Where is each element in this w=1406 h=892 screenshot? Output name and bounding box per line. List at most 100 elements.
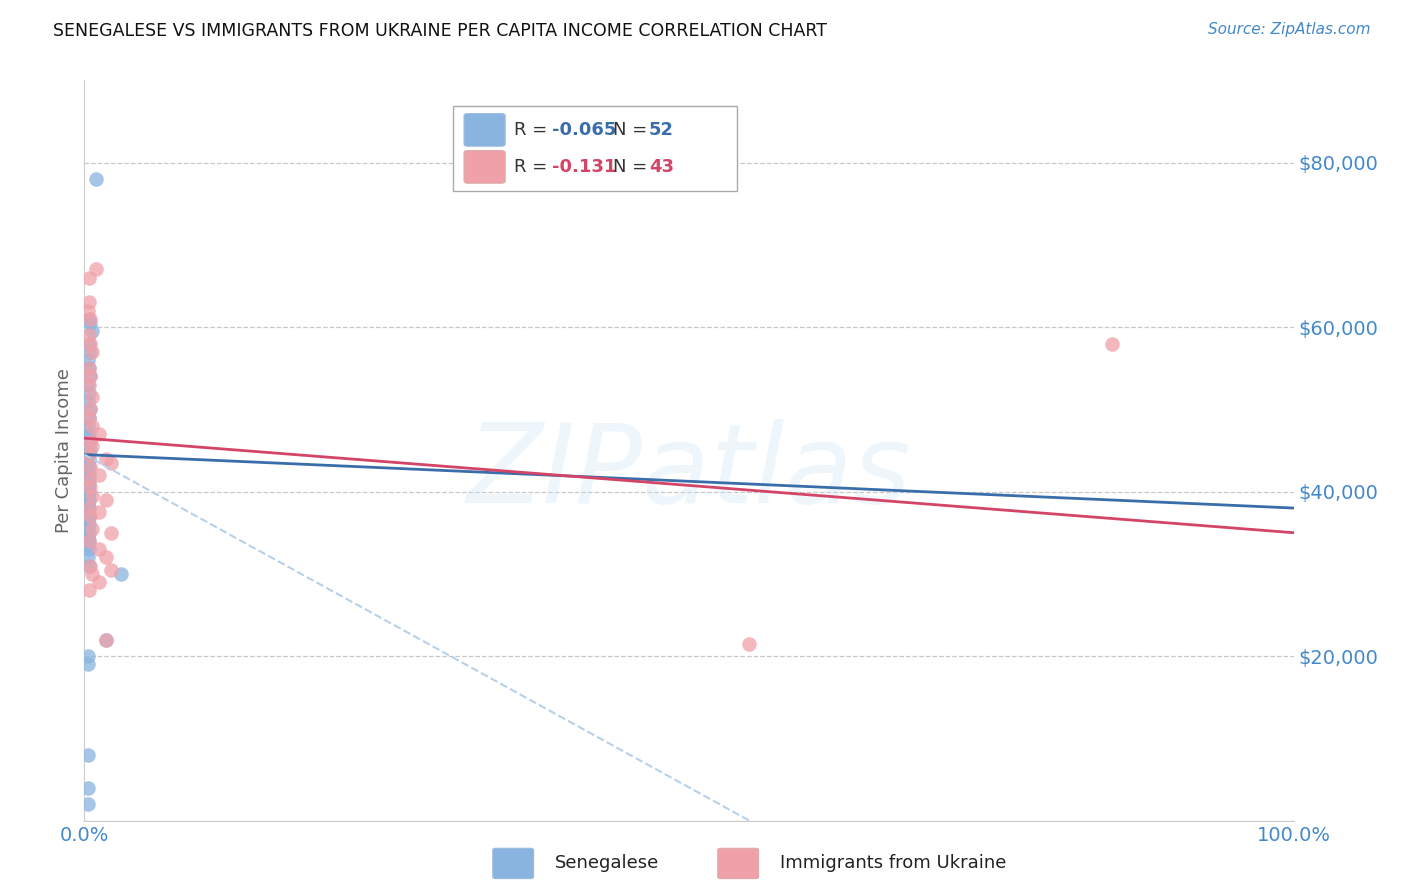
Text: 43: 43: [650, 158, 673, 176]
Text: R =: R =: [513, 158, 553, 176]
Point: [79, 344, 101, 359]
Text: ZIPatlas: ZIPatlas: [467, 419, 911, 526]
Text: 52: 52: [650, 121, 673, 139]
Text: -0.131: -0.131: [553, 158, 617, 176]
Point: [79, 369, 101, 384]
Point: [77, 530, 100, 544]
Point: [77, 451, 100, 466]
Point: [86, 262, 108, 277]
Point: [77, 353, 100, 368]
Point: [79, 369, 101, 384]
Point: [79, 336, 101, 351]
Point: [77, 513, 100, 527]
Point: [80, 489, 103, 503]
Point: [77, 385, 100, 400]
Point: [77, 558, 100, 573]
Point: [79, 402, 101, 417]
Point: [94, 632, 117, 647]
Text: Senegalese: Senegalese: [555, 855, 659, 872]
Point: [77, 311, 100, 326]
Point: [87, 542, 110, 557]
Point: [87, 575, 110, 590]
Point: [77, 497, 100, 511]
Point: [77, 489, 100, 503]
Point: [77, 501, 100, 516]
Point: [100, 456, 122, 470]
FancyBboxPatch shape: [464, 113, 505, 146]
Point: [80, 324, 103, 338]
Point: [80, 418, 103, 433]
Point: [738, 637, 761, 651]
Point: [77, 509, 100, 524]
Text: -0.065: -0.065: [553, 121, 617, 139]
Point: [77, 797, 100, 812]
Point: [100, 563, 122, 577]
Point: [77, 780, 100, 795]
Point: [110, 566, 132, 581]
Point: [77, 484, 100, 499]
Point: [77, 361, 100, 376]
Point: [77, 464, 100, 478]
Point: [77, 522, 100, 536]
Point: [79, 459, 101, 474]
Point: [80, 439, 103, 453]
Point: [77, 538, 100, 552]
Text: R =: R =: [513, 121, 553, 139]
Point: [77, 649, 100, 664]
Point: [77, 303, 100, 318]
Point: [77, 468, 100, 483]
Point: [77, 533, 100, 548]
Point: [77, 448, 100, 462]
Point: [1101, 336, 1123, 351]
Point: [80, 390, 103, 404]
Point: [77, 328, 100, 343]
Point: [79, 443, 101, 458]
Point: [77, 583, 100, 598]
FancyBboxPatch shape: [464, 151, 505, 183]
Point: [77, 459, 100, 474]
Point: [79, 402, 101, 417]
Point: [77, 517, 100, 532]
Point: [77, 270, 100, 285]
Y-axis label: Per Capita Income: Per Capita Income: [55, 368, 73, 533]
Point: [77, 427, 100, 442]
Point: [77, 525, 100, 540]
FancyBboxPatch shape: [453, 106, 737, 191]
Point: [77, 394, 100, 409]
Point: [79, 509, 101, 524]
Point: [79, 311, 101, 326]
Point: [77, 295, 100, 310]
Text: N =: N =: [613, 121, 652, 139]
Point: [77, 456, 100, 470]
Point: [77, 435, 100, 450]
Point: [77, 410, 100, 425]
Text: Source: ZipAtlas.com: Source: ZipAtlas.com: [1208, 22, 1371, 37]
Text: Immigrants from Ukraine: Immigrants from Ukraine: [780, 855, 1007, 872]
Point: [77, 505, 100, 519]
Point: [79, 480, 101, 494]
Point: [87, 427, 110, 442]
Point: [79, 558, 101, 573]
Point: [94, 492, 117, 507]
Point: [77, 542, 100, 557]
Point: [77, 472, 100, 486]
Point: [80, 566, 103, 581]
Point: [94, 632, 117, 647]
Text: SENEGALESE VS IMMIGRANTS FROM UKRAINE PER CAPITA INCOME CORRELATION CHART: SENEGALESE VS IMMIGRANTS FROM UKRAINE PE…: [53, 22, 827, 40]
Point: [79, 435, 101, 450]
Point: [77, 410, 100, 425]
Point: [86, 172, 108, 186]
Point: [77, 361, 100, 376]
Point: [94, 550, 117, 565]
Point: [77, 336, 100, 351]
Point: [77, 418, 100, 433]
Point: [77, 492, 100, 507]
Point: [87, 505, 110, 519]
Point: [77, 448, 100, 462]
Point: [77, 747, 100, 762]
Point: [87, 468, 110, 483]
Point: [77, 472, 100, 486]
Point: [79, 316, 101, 330]
Point: [77, 476, 100, 491]
Point: [77, 377, 100, 392]
